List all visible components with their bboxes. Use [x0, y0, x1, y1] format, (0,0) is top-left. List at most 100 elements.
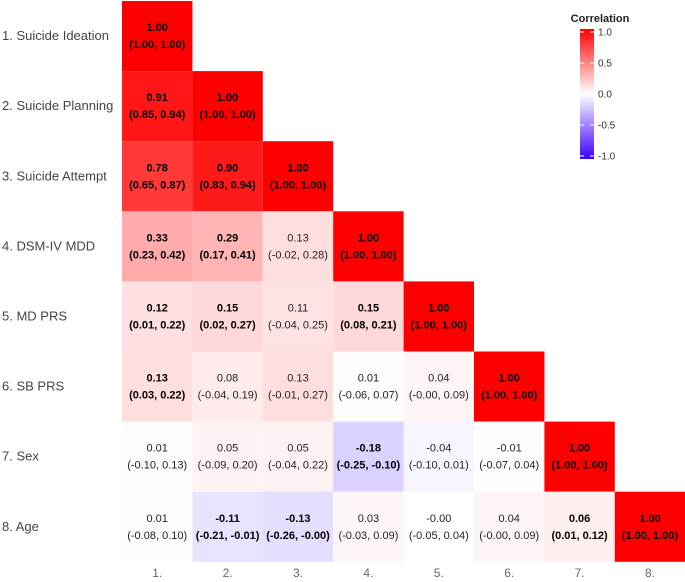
cell-confidence-interval: (0.08, 0.21): [340, 319, 397, 331]
cell-fill: [192, 211, 263, 282]
heatmap-cell: 0.15 (0.08, 0.21): [333, 281, 404, 352]
cell-correlation: 0.15: [358, 302, 379, 314]
cell-fill: [122, 421, 193, 492]
heatmap-cell: 0.08 (-0.04, 0.19): [192, 351, 263, 422]
cell-fill: [122, 1, 193, 72]
heatmap-cell: 0.11 (-0.04, 0.25): [262, 281, 334, 352]
heatmap-cell: -0.04 (-0.10, 0.01): [403, 421, 474, 492]
cell-fill: [474, 421, 545, 492]
heatmap-cell: 1.00 (1.00, 1.00): [544, 421, 615, 492]
cell-confidence-interval: (-0.06, 0.07): [338, 390, 398, 402]
legend-tick-label: 0.5: [598, 59, 612, 70]
heatmap-cell: 0.12 (0.01, 0.22): [122, 281, 193, 352]
heatmap-cells: 1.00 (1.00, 1.00) 0.91 (0.85, 0.94) 1.00 (1.0…: [122, 1, 685, 562]
cell-correlation: -0.11: [215, 513, 239, 525]
cell-fill: [333, 421, 404, 492]
cell-confidence-interval: (-0.21, -0.01): [196, 530, 260, 542]
cell-correlation: 1.00: [428, 302, 449, 314]
heatmap-cell: 0.78 (0.65, 0.87): [122, 141, 193, 212]
row-labels: 1. Suicide Ideation 2. Suicide Planning 3.…: [2, 28, 113, 534]
cell-correlation: 1.00: [146, 22, 167, 34]
cell-confidence-interval: (1.00, 1.00): [481, 390, 538, 402]
row-label: 2. Suicide Planning: [2, 98, 113, 113]
cell-fill: [262, 141, 334, 212]
cell-fill: [403, 281, 474, 352]
column-label: 7.: [575, 566, 585, 580]
cell-confidence-interval: (-0.04, 0.22): [268, 460, 328, 472]
cell-confidence-interval: (1.00, 1.00): [129, 39, 186, 51]
heatmap-cell: 0.91 (0.85, 0.94): [122, 71, 193, 142]
heatmap-cell: 0.01 (-0.10, 0.13): [122, 421, 193, 492]
heatmap-cell: 1.00 (1.00, 1.00): [333, 211, 404, 282]
cell-confidence-interval: (1.00, 1.00): [199, 109, 256, 121]
cell-correlation: 0.90: [217, 162, 238, 174]
heatmap-cell: 0.33 (0.23, 0.42): [122, 211, 193, 282]
color-legend: Correlation 1.0 0.5 0.0 -0.5 -1.0: [571, 13, 630, 163]
cell-fill: [262, 281, 334, 352]
cell-fill: [122, 491, 193, 562]
heatmap-cell: -0.00 (-0.05, 0.04): [403, 491, 474, 562]
cell-correlation: 0.11: [288, 302, 309, 314]
cell-fill: [122, 71, 193, 142]
cell-correlation: 0.13: [146, 373, 167, 385]
cell-fill: [262, 491, 334, 562]
heatmap-cell: -0.13 (-0.26, -0.00): [262, 491, 334, 562]
cell-confidence-interval: (0.01, 0.22): [129, 319, 186, 331]
cell-fill: [192, 351, 263, 422]
legend-colorbar: [580, 29, 594, 159]
cell-confidence-interval: (0.83, 0.94): [199, 179, 256, 191]
cell-fill: [544, 421, 615, 492]
cell-fill: [262, 351, 334, 422]
cell-fill: [333, 491, 404, 562]
cell-correlation: 0.12: [146, 302, 167, 314]
heatmap-cell: 0.29 (0.17, 0.41): [192, 211, 263, 282]
heatmap-cell: 0.05 (-0.04, 0.22): [262, 421, 334, 492]
row-label: 4. DSM-IV MDD: [2, 238, 95, 253]
cell-correlation: 1.00: [639, 513, 660, 525]
cell-fill: [403, 351, 474, 422]
cell-confidence-interval: (-0.01, 0.27): [268, 390, 328, 402]
cell-confidence-interval: (1.00, 1.00): [551, 460, 608, 472]
heatmap-cell: 0.04 (-0.00, 0.09): [403, 351, 474, 422]
cell-correlation: 0.08: [217, 373, 238, 385]
heatmap-cell: 0.06 (0.01, 0.12): [544, 491, 615, 562]
legend-tick-label: -1.0: [598, 152, 616, 163]
cell-confidence-interval: (-0.04, 0.19): [198, 390, 258, 402]
legend-tick-label: 0.0: [598, 90, 612, 101]
legend-title: Correlation: [571, 13, 630, 25]
cell-correlation: 1.00: [498, 373, 519, 385]
cell-confidence-interval: (-0.05, 0.04): [409, 530, 469, 542]
cell-fill: [333, 351, 404, 422]
column-label: 4.: [363, 566, 373, 580]
cell-correlation: 0.15: [217, 302, 238, 314]
row-label: 5. MD PRS: [2, 308, 67, 323]
cell-confidence-interval: (-0.04, 0.25): [268, 319, 328, 331]
cell-correlation: 0.04: [498, 513, 519, 525]
cell-fill: [192, 71, 263, 142]
cell-fill: [474, 491, 545, 562]
cell-confidence-interval: (1.00, 1.00): [411, 319, 468, 331]
cell-fill: [122, 211, 193, 282]
cell-confidence-interval: (0.65, 0.87): [129, 179, 186, 191]
cell-fill: [122, 281, 193, 352]
heatmap-cell: 1.00 (1.00, 1.00): [262, 141, 334, 212]
heatmap-cell: 0.03 (-0.03, 0.09): [333, 491, 404, 562]
heatmap-cell: 0.05 (-0.09, 0.20): [192, 421, 263, 492]
heatmap-cell: 0.13 (0.03, 0.22): [122, 351, 193, 422]
cell-confidence-interval: (0.02, 0.27): [199, 319, 256, 331]
cell-confidence-interval: (0.03, 0.22): [129, 390, 186, 402]
cell-correlation: 0.78: [146, 162, 167, 174]
cell-fill: [262, 421, 334, 492]
heatmap-cell: 0.90 (0.83, 0.94): [192, 141, 263, 212]
cell-fill: [192, 491, 263, 562]
cell-fill: [192, 421, 263, 492]
cell-correlation: 0.01: [146, 443, 167, 455]
cell-confidence-interval: (1.00, 1.00): [270, 179, 327, 191]
cell-confidence-interval: (0.85, 0.94): [129, 109, 186, 121]
heatmap-cell: 0.01 (-0.08, 0.10): [122, 491, 193, 562]
heatmap-cell: 0.13 (-0.02, 0.28): [262, 211, 334, 282]
cell-correlation: 0.91: [146, 92, 167, 104]
cell-confidence-interval: (-0.10, 0.01): [409, 460, 469, 472]
cell-confidence-interval: (0.17, 0.41): [199, 249, 256, 261]
